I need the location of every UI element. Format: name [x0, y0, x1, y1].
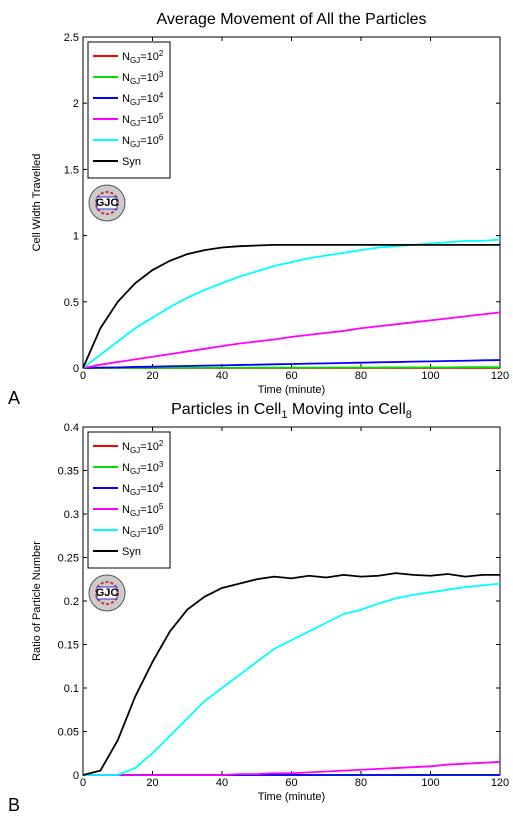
inset-icon-ring [95, 581, 119, 605]
inset-icon-box [96, 196, 118, 210]
x-tick-label: 0 [80, 777, 86, 789]
panel-label: B [8, 795, 20, 815]
y-tick-label: 0.5 [64, 297, 79, 309]
legend-label: NGJ=106 [122, 523, 164, 539]
legend-box [87, 41, 171, 179]
legend-label: NGJ=103 [122, 460, 164, 476]
series-line [82, 238, 501, 369]
y-tick-label: 0.4 [64, 422, 79, 434]
y-tick-label: 0.25 [58, 553, 79, 565]
x-tick-label: 80 [355, 777, 367, 789]
x-tick-label: 120 [491, 370, 509, 382]
series-line [82, 311, 501, 369]
legend-label: NGJ=103 [122, 70, 164, 86]
x-tick-label: 80 [355, 370, 367, 382]
x-tick-label: 60 [285, 777, 297, 789]
legend-label: NGJ=105 [122, 112, 164, 128]
legend-label: NGJ=104 [122, 91, 164, 107]
legend-label: NGJ=102 [122, 439, 164, 455]
series-line [83, 366, 500, 369]
y-tick-label: 2.5 [64, 32, 79, 44]
series-line [82, 359, 501, 369]
x-tick-label: 100 [421, 777, 439, 789]
y-tick-label: 0.3 [64, 509, 79, 521]
x-tick-label: 0 [80, 370, 86, 382]
series-line [83, 761, 501, 776]
y-tick-label: 1.5 [64, 164, 79, 176]
x-tick-label: 120 [491, 777, 509, 789]
legend-label: NGJ=106 [122, 133, 164, 149]
x-tick-label: 40 [216, 777, 228, 789]
chart-title: Particles in Cell1 Moving into Cell8 [171, 401, 412, 421]
panel-label: A [8, 388, 20, 408]
inset-icon-box [96, 586, 118, 600]
legend-label: Syn [122, 546, 141, 558]
y-axis-label: Ratio of Particle Number [31, 541, 43, 661]
series-line [82, 243, 500, 369]
y-tick-label: 0 [73, 770, 79, 782]
y-axis-label: Cell Width Travelled [31, 154, 43, 252]
y-tick-label: 2 [73, 98, 79, 110]
y-tick-label: 1 [73, 231, 79, 243]
series-line [83, 582, 501, 776]
x-tick-label: 20 [146, 777, 158, 789]
legend-label: NGJ=102 [122, 49, 164, 65]
y-tick-label: 0 [73, 363, 79, 375]
y-tick-label: 0.1 [64, 683, 79, 695]
legend-box [87, 431, 171, 569]
inset-label: GJC [96, 197, 119, 209]
legend-label: NGJ=104 [122, 481, 164, 497]
y-tick-label: 0.05 [58, 727, 79, 739]
x-tick-label: 60 [285, 370, 297, 382]
series-line [82, 572, 500, 776]
chart-title: Average Movement of All the Particles [156, 11, 426, 28]
x-axis-label: Time (minute) [258, 384, 325, 396]
y-tick-label: 0.35 [58, 466, 79, 478]
inset-icon-ring [95, 191, 119, 215]
x-axis-label: Time (minute) [258, 791, 325, 803]
legend-label: Syn [122, 156, 141, 168]
legend-label: NGJ=105 [122, 502, 164, 518]
y-tick-label: 0.15 [58, 640, 79, 652]
inset-label: GJC [96, 587, 119, 599]
y-tick-label: 0.2 [64, 596, 79, 608]
x-tick-label: 100 [421, 370, 439, 382]
x-tick-label: 40 [216, 370, 228, 382]
x-tick-label: 20 [146, 370, 158, 382]
